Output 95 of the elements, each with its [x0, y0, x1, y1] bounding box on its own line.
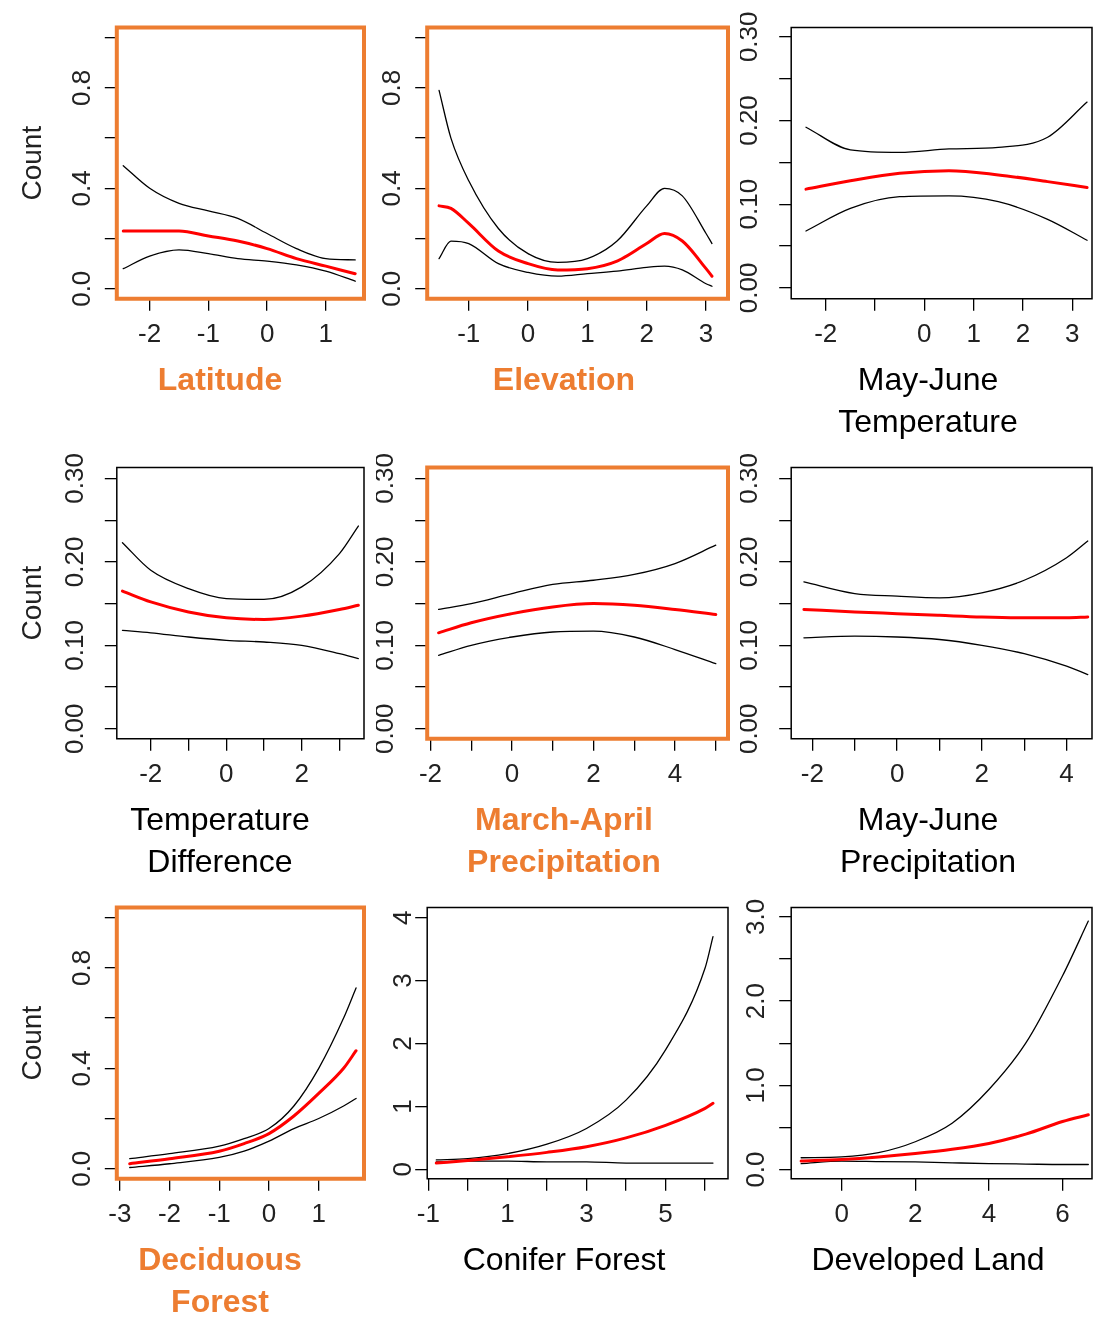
x-tick-label: 3 — [1065, 317, 1080, 348]
y-tick-label: 0.0 — [740, 1151, 771, 1188]
x-axis-title: May-June Temperature — [837, 360, 1019, 441]
y-tick-label: 3.0 — [740, 898, 771, 935]
y-tick-label: 0 — [387, 1162, 418, 1177]
x-axis-title: Developed Land — [810, 1240, 1046, 1279]
line-series — [438, 89, 713, 264]
y-tick-label: 0.8 — [65, 69, 96, 106]
x-tick-label: 3 — [698, 317, 714, 348]
x-tick-label: 3 — [579, 1197, 594, 1228]
y-tick-label: 0.20 — [58, 536, 89, 588]
x-tick-label: 0 — [219, 757, 234, 788]
x-tick-label: 1 — [580, 317, 595, 348]
x-tick-label: 4 — [981, 1197, 997, 1228]
x-tick-label: 0 — [834, 1197, 849, 1228]
x-tick-label: 1 — [318, 317, 334, 348]
x-tick-label: -3 — [108, 1197, 132, 1228]
x-tick-label: -2 — [138, 317, 162, 348]
x-tick-label: 0 — [261, 1197, 277, 1228]
line-series — [805, 195, 1088, 241]
line-series — [437, 204, 714, 278]
line-series — [122, 249, 356, 282]
x-tick-label: 2 — [586, 757, 601, 788]
x-axis-title: Deciduous Forest — [137, 1240, 303, 1321]
line-series — [122, 165, 356, 261]
line-series — [800, 920, 1089, 1159]
line-series — [121, 629, 359, 660]
line-series — [120, 589, 360, 621]
line-series — [129, 1097, 357, 1169]
line-series — [121, 229, 357, 276]
x-tick-label: 1 — [966, 317, 981, 348]
line-series — [799, 1113, 1090, 1163]
y-tick-label: 0.4 — [65, 1050, 96, 1087]
y-tick-label: 1 — [387, 1099, 418, 1114]
x-tick-label: 2 — [639, 317, 654, 348]
x-tick-label: 4 — [667, 757, 683, 788]
y-tick-label: 0.30 — [58, 453, 89, 504]
y-tick-label: 0.8 — [376, 69, 407, 106]
x-tick-label: 0 — [259, 317, 275, 348]
x-tick-label: 4 — [1059, 757, 1074, 788]
x-tick-label: 0 — [504, 757, 520, 788]
x-tick-label: -1 — [207, 1197, 231, 1228]
x-tick-label: 2 — [294, 757, 309, 788]
x-tick-label: -2 — [157, 1197, 182, 1228]
line-series — [804, 169, 1089, 191]
line-series — [128, 1049, 358, 1166]
y-axis-title: Count — [15, 125, 47, 201]
x-tick-label: 6 — [1055, 1197, 1070, 1228]
y-tick-label: 3 — [387, 973, 418, 988]
x-axis-title: Latitude — [156, 360, 284, 399]
x-tick-label: 5 — [658, 1197, 673, 1228]
y-tick-label: 0.4 — [65, 170, 96, 207]
x-tick-label: 0 — [889, 757, 905, 788]
line-series — [437, 630, 717, 665]
x-tick-label: 1 — [500, 1197, 515, 1228]
x-tick-label: -2 — [139, 757, 163, 788]
y-tick-label: 0.4 — [376, 170, 407, 207]
y-axis-title: Count — [15, 1005, 47, 1081]
x-tick-label: -2 — [418, 757, 443, 788]
x-axis-title: Temperature Difference — [129, 800, 311, 881]
y-tick-label: 2.0 — [740, 983, 771, 1020]
y-tick-label: 0.8 — [65, 949, 96, 986]
y-tick-label: 0.10 — [58, 620, 89, 671]
x-axis-title: Conifer Forest — [461, 1240, 667, 1279]
line-series — [437, 544, 717, 611]
line-series — [803, 540, 1089, 599]
x-tick-label: 2 — [974, 757, 990, 788]
y-tick-label: 2 — [387, 1036, 418, 1051]
x-tick-label: -1 — [416, 1197, 440, 1228]
y-axis-title: Count — [15, 565, 47, 641]
y-tick-label: 0.0 — [376, 270, 407, 307]
x-axis-title: May-June Precipitation — [838, 800, 1018, 881]
x-tick-label: 1 — [311, 1197, 326, 1228]
line-series — [438, 240, 713, 287]
x-tick-label: -2 — [814, 317, 838, 348]
x-tick-label: 0 — [917, 317, 932, 348]
y-tick-label: 0.00 — [58, 703, 89, 755]
line-series — [802, 607, 1090, 620]
x-tick-label: -2 — [800, 757, 824, 788]
x-axis-title: March-April Precipitation — [466, 800, 662, 881]
y-tick-label: 0.0 — [65, 270, 96, 307]
x-tick-label: 2 — [908, 1197, 923, 1228]
y-tick-label: 0.0 — [65, 1150, 96, 1187]
x-tick-label: -1 — [196, 317, 220, 348]
x-tick-label: 2 — [1015, 317, 1031, 348]
x-tick-label: 0 — [520, 317, 536, 348]
line-series — [129, 987, 357, 1160]
x-axis-title: Elevation — [491, 360, 637, 399]
line-series — [437, 602, 718, 635]
line-series — [805, 101, 1088, 153]
y-tick-label: 4 — [387, 910, 418, 925]
x-tick-label: -1 — [457, 317, 481, 348]
y-tick-label: 1.0 — [740, 1067, 771, 1104]
line-series — [803, 635, 1089, 676]
line-series — [121, 525, 359, 601]
